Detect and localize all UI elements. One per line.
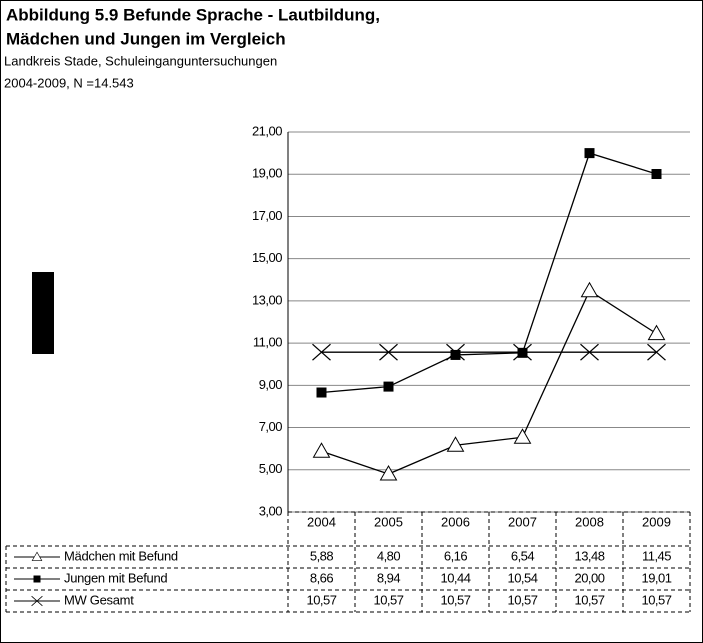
marker-square <box>316 387 327 398</box>
marker-x <box>647 343 666 361</box>
table-value: 13,48 <box>574 548 604 563</box>
legend-marker <box>31 551 43 561</box>
marker-square <box>383 381 394 392</box>
y-tick-label: 7,00 <box>259 419 283 434</box>
subtitle-line2: 2004-2009, N =14.543 <box>4 75 134 90</box>
table-value: 10,44 <box>440 570 470 585</box>
marker-triangle <box>312 442 331 458</box>
table-value: 8,94 <box>377 570 401 585</box>
y-tick-label: 5,00 <box>259 461 283 476</box>
marker-triangle <box>647 324 666 341</box>
marker-x <box>580 343 599 361</box>
table-value: 11,45 <box>642 548 671 563</box>
marker-x <box>312 343 331 361</box>
table-value: 4,80 <box>377 548 401 563</box>
table-value: 10,54 <box>507 570 537 585</box>
marker-triangle <box>446 436 465 452</box>
marker-square <box>651 169 662 180</box>
marker-triangle <box>379 464 398 481</box>
chart-title: Abbildung 5.9 Befunde Sprache - Lautbild… <box>6 5 380 24</box>
y-tick-label: 21,00 <box>252 123 282 138</box>
table-value: 5,88 <box>310 548 334 563</box>
table-value: 6,16 <box>444 548 468 563</box>
x-tick-label: 2006 <box>441 514 470 529</box>
y-tick-label: 11,00 <box>253 335 282 350</box>
x-tick-label: 2004 <box>307 514 336 529</box>
chart-title-line2: Mädchen und Jungen im Vergleich <box>6 29 286 48</box>
y-tick-label: 3,00 <box>259 503 283 518</box>
x-tick-label: 2009 <box>642 514 671 529</box>
legend-marker <box>33 575 41 583</box>
marker-square <box>584 148 595 159</box>
y-tick-label: 15,00 <box>252 250 282 265</box>
table-value: 6,54 <box>511 548 535 563</box>
x-tick-label: 2008 <box>575 514 604 529</box>
x-tick-label: 2005 <box>374 514 403 529</box>
legend-marker <box>31 595 43 607</box>
marker-x <box>446 343 465 361</box>
legend-label: MW Gesamt <box>64 592 134 607</box>
marker-x <box>379 343 398 361</box>
table-value: 10,57 <box>574 592 604 607</box>
table-value: 10,57 <box>306 592 336 607</box>
series-line <box>321 289 657 475</box>
table-value: 20,00 <box>574 570 604 585</box>
marker-x <box>513 343 532 361</box>
y-tick-label: 19,00 <box>252 166 282 181</box>
y-tick-label: 9,00 <box>259 377 283 392</box>
table-value: 10,57 <box>641 592 671 607</box>
y-tick-label: 13,00 <box>252 292 282 307</box>
table-value: 10,57 <box>440 592 470 607</box>
redaction-block <box>32 272 54 354</box>
legend-label: Mädchen mit Befund <box>64 548 178 563</box>
subtitle: Landkreis Stade, Schuleinganguntersuchun… <box>4 53 277 68</box>
table-value: 8,66 <box>310 570 334 585</box>
marker-triangle <box>580 281 599 298</box>
table-value: 10,57 <box>507 592 537 607</box>
marker-square <box>450 349 461 360</box>
x-tick-label: 2007 <box>508 514 537 529</box>
table-value: 10,57 <box>373 592 403 607</box>
series-line <box>321 152 657 394</box>
marker-triangle <box>513 428 532 444</box>
legend-label: Jungen mit Befund <box>64 570 167 585</box>
y-tick-label: 17,00 <box>252 208 282 223</box>
table-value: 19,01 <box>641 570 671 585</box>
